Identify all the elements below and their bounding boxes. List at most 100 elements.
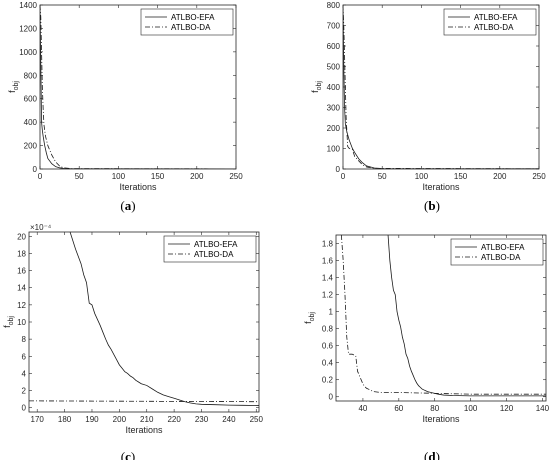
series-line-atlbo-efa xyxy=(387,235,546,397)
legend-label: ATLBO-EFA xyxy=(171,13,215,22)
y-axis-label-sub: obj xyxy=(309,312,316,322)
y-axis-label-main: f xyxy=(303,321,313,324)
y-tick-label: 16 xyxy=(17,267,26,276)
y-tick-label: 1400 xyxy=(19,1,37,10)
y-axis-label: fobj xyxy=(7,81,20,93)
x-axis-label: Iterations xyxy=(422,182,460,192)
x-tick-label: 80 xyxy=(430,404,439,413)
legend-label: ATLBO-EFA xyxy=(474,13,518,22)
y-tick-label: 2 xyxy=(22,387,27,396)
caption-paren: ( xyxy=(121,449,125,460)
series-line-atlbo-da xyxy=(343,5,539,169)
y-tick-label: 0 xyxy=(329,393,334,402)
plot-frame xyxy=(342,4,540,170)
x-tick-label: 150 xyxy=(151,172,165,181)
x-tick-label: 100 xyxy=(112,172,126,181)
series-line-atlbo-efa xyxy=(343,5,539,169)
y-tick-label: 0 xyxy=(33,165,38,174)
plot-frame xyxy=(28,231,260,413)
y-tick-label: 1.6 xyxy=(322,257,334,266)
panel-caption: (a) xyxy=(120,198,135,213)
panel-caption: (c) xyxy=(121,449,135,460)
y-tick-label: 100 xyxy=(327,145,341,154)
caption-paren: ( xyxy=(424,198,428,213)
x-tick-label: 240 xyxy=(222,415,236,424)
x-tick-label: 250 xyxy=(250,415,264,424)
x-tick-label: 230 xyxy=(195,415,209,424)
x-tick-label: 170 xyxy=(31,415,45,424)
y-axis-label-sub: obj xyxy=(13,81,20,91)
x-tick-label: 0 xyxy=(38,172,43,181)
x-tick-label: 60 xyxy=(394,404,403,413)
x-tick-label: 0 xyxy=(341,172,346,181)
legend-box xyxy=(163,235,257,263)
y-tick-label: 4 xyxy=(22,369,27,378)
y-tick-label: 0 xyxy=(22,404,27,413)
y-tick-label: 0.8 xyxy=(322,325,334,334)
y-tick-label: 6 xyxy=(22,352,27,361)
x-tick-label: 140 xyxy=(536,404,550,413)
y-tick-label: 800 xyxy=(24,71,38,80)
legend-box xyxy=(140,8,234,36)
chart-panel-c: 170 180 190 200 210 220 230 240 250 0 2 4 6 8 10 12 14 16… xyxy=(2,223,263,460)
y-tick-label: 14 xyxy=(17,284,26,293)
plot-frame xyxy=(39,4,237,170)
y-tick-label: 12 xyxy=(17,301,26,310)
caption-paren: ( xyxy=(424,449,428,460)
x-tick-label: 200 xyxy=(190,172,204,181)
x-tick-label: 120 xyxy=(500,404,514,413)
x-axis-label: Iterations xyxy=(125,425,163,435)
legend-label: ATLBO-DA xyxy=(171,23,211,32)
y-tick-label: 0.6 xyxy=(322,342,334,351)
y-tick-label: 700 xyxy=(327,22,341,31)
x-tick-label: 250 xyxy=(229,172,243,181)
y-tick-label: 8 xyxy=(22,335,27,344)
x-tick-label: 200 xyxy=(493,172,507,181)
y-axis-label: fobj xyxy=(2,316,15,328)
y-tick-label: 400 xyxy=(327,83,341,92)
series-line-atlbo-efa xyxy=(69,232,259,406)
y-tick-label: 400 xyxy=(24,118,38,127)
y-axis-label: fobj xyxy=(310,81,323,93)
y-tick-label: 600 xyxy=(327,42,341,51)
x-tick-label: 100 xyxy=(464,404,478,413)
caption-letter: a xyxy=(125,198,132,213)
y-tick-label: 10 xyxy=(17,318,26,327)
y-tick-label: 600 xyxy=(24,95,38,104)
y-tick-label: 800 xyxy=(327,1,341,10)
plot-frame xyxy=(335,234,547,402)
y-tick-label: 1.2 xyxy=(322,291,334,300)
x-tick-label: 200 xyxy=(113,415,127,424)
legend-label: ATLBO-EFA xyxy=(194,240,238,249)
y-tick-label: 200 xyxy=(24,142,38,151)
x-tick-label: 210 xyxy=(140,415,154,424)
x-tick-label: 180 xyxy=(58,415,72,424)
y-tick-label: 1000 xyxy=(19,48,37,57)
y-axis-label-sub: obj xyxy=(316,81,323,91)
caption-paren: ) xyxy=(436,449,440,460)
panel-caption: (b) xyxy=(424,198,440,213)
y-axis-label-main: f xyxy=(310,90,320,93)
legend-label: ATLBO-DA xyxy=(481,253,521,262)
y-tick-label: 1.8 xyxy=(322,240,334,249)
y-axis-label-sub: obj xyxy=(8,316,15,326)
caption-letter: c xyxy=(125,449,131,460)
x-tick-label: 150 xyxy=(454,172,468,181)
x-tick-label: 50 xyxy=(378,172,387,181)
caption-paren: ( xyxy=(120,198,124,213)
x-tick-label: 250 xyxy=(532,172,546,181)
y-exponent-label: ×10⁻⁴ xyxy=(30,223,52,232)
y-tick-label: 500 xyxy=(327,63,341,72)
caption-paren: ) xyxy=(436,198,440,213)
x-tick-label: 190 xyxy=(85,415,99,424)
y-tick-label: 200 xyxy=(327,124,341,133)
legend-box xyxy=(450,238,544,266)
y-tick-label: 20 xyxy=(17,232,26,241)
y-axis-label: fobj xyxy=(303,312,316,324)
y-tick-label: 300 xyxy=(327,104,341,113)
chart-panel-a: 0 50 100 150 200 250 0 200 400 600 800 1000 1200 1400… xyxy=(7,1,243,213)
caption-paren: ) xyxy=(131,198,135,213)
x-axis-label: Iterations xyxy=(119,182,157,192)
caption-letter: d xyxy=(428,449,436,460)
